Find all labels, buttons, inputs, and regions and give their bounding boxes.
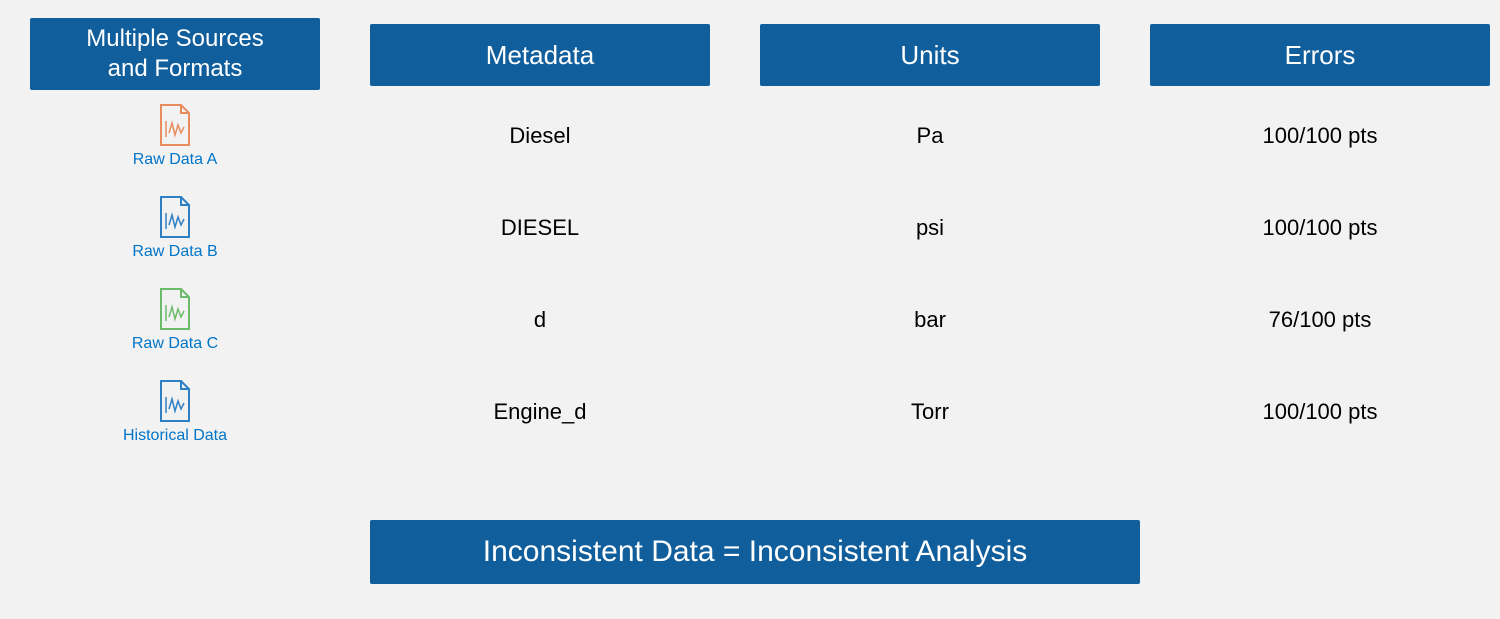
metadata-cell: d [370, 274, 710, 366]
header-metadata: Metadata [370, 24, 710, 86]
errors-cell: 100/100 pts [1150, 366, 1490, 458]
source-label: Raw Data C [132, 335, 218, 353]
conclusion-banner: Inconsistent Data = Inconsistent Analysi… [370, 520, 1140, 584]
data-grid: Multiple Sourcesand Formats Metadata Uni… [0, 0, 1500, 458]
metadata-cell: Engine_d [370, 366, 710, 458]
units-cell: Torr [760, 366, 1100, 458]
source-cell-2: Raw Data C [30, 274, 320, 366]
source-cell-3: Historical Data [30, 366, 320, 458]
source-label: Raw Data A [133, 151, 217, 169]
metadata-cell: DIESEL [370, 182, 710, 274]
source-label: Historical Data [123, 427, 227, 445]
errors-cell: 100/100 pts [1150, 182, 1490, 274]
source-cell-1: Raw Data B [30, 182, 320, 274]
file-icon [157, 379, 193, 423]
units-cell: Pa [760, 90, 1100, 182]
units-cell: bar [760, 274, 1100, 366]
file-icon [157, 195, 193, 239]
header-units: Units [760, 24, 1100, 86]
errors-cell: 100/100 pts [1150, 90, 1490, 182]
errors-cell: 76/100 pts [1150, 274, 1490, 366]
units-cell: psi [760, 182, 1100, 274]
source-label: Raw Data B [132, 243, 217, 261]
header-sources: Multiple Sourcesand Formats [30, 18, 320, 90]
file-icon [157, 287, 193, 331]
header-errors: Errors [1150, 24, 1490, 86]
file-icon [157, 103, 193, 147]
metadata-cell: Diesel [370, 90, 710, 182]
source-cell-0: Raw Data A [30, 90, 320, 182]
